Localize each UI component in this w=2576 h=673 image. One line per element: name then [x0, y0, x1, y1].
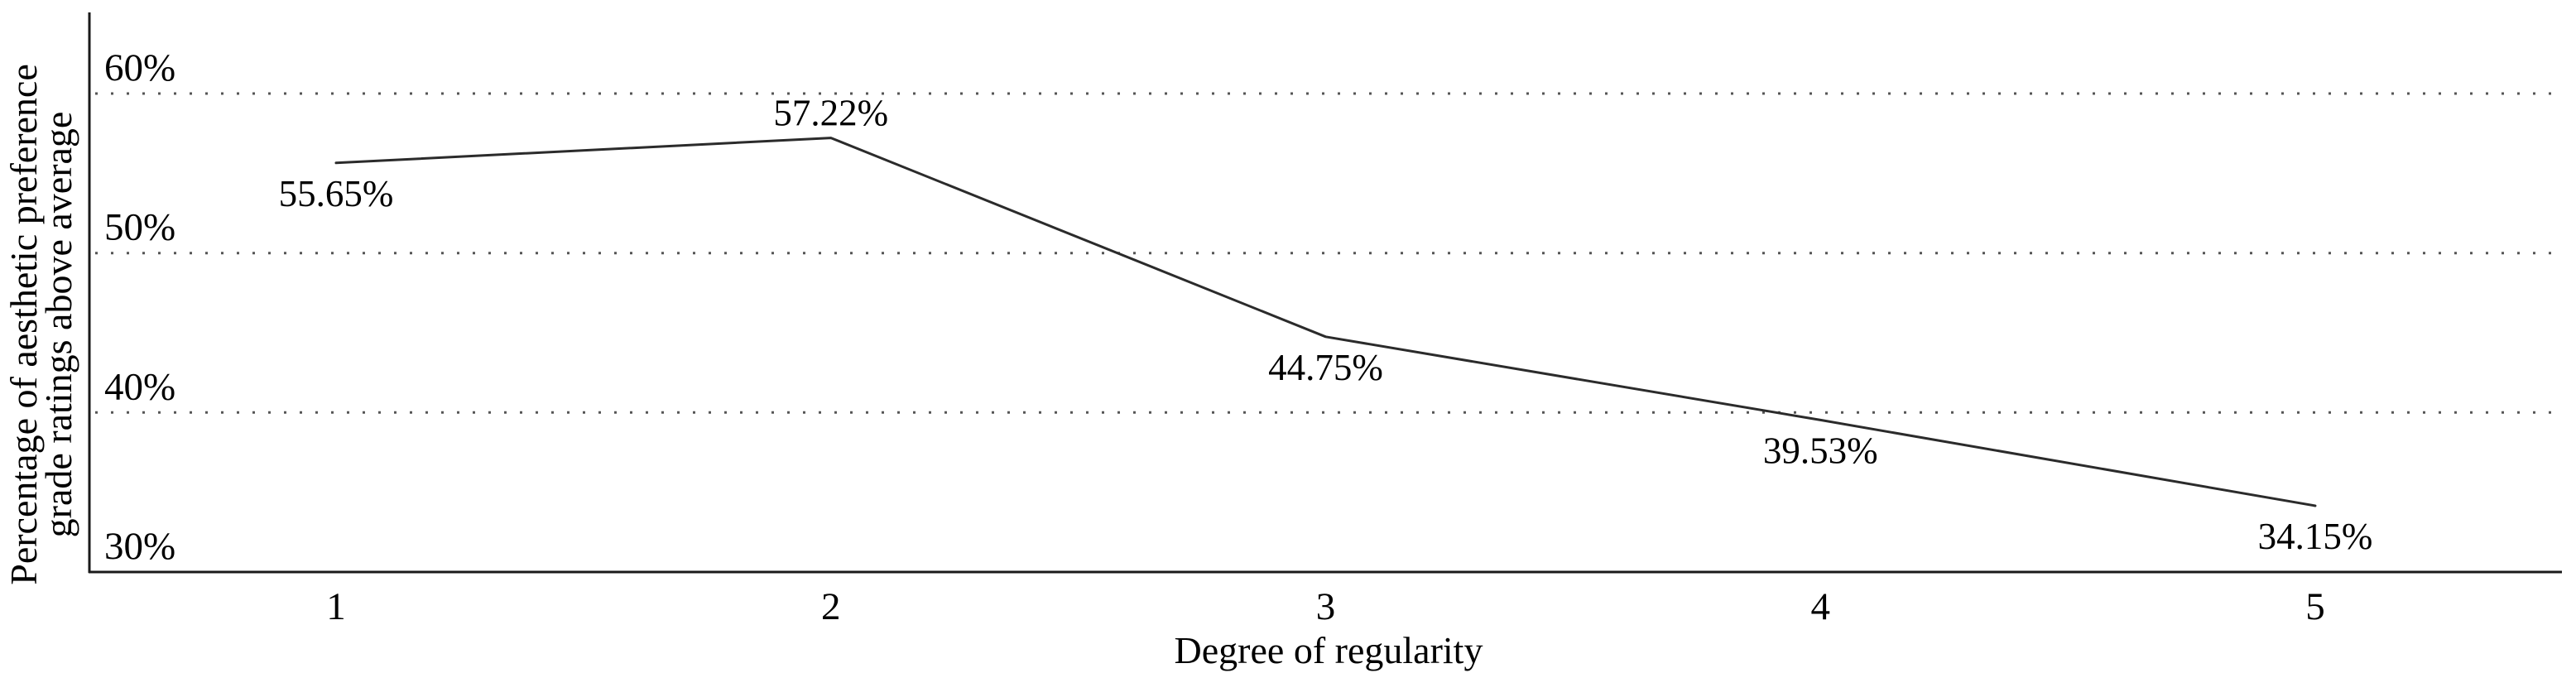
gridlines — [95, 92, 2560, 414]
x-tick-label: 1 — [326, 585, 346, 628]
x-axis-tick-labels: 1 2 3 4 5 — [326, 585, 2325, 628]
y-tick-label: 60% — [104, 46, 175, 89]
data-point-label: 44.75% — [1268, 347, 1383, 388]
y-axis-title-line2: grade ratings above average — [37, 112, 79, 538]
data-point-label: 34.15% — [2258, 516, 2373, 557]
x-tick-label: 2 — [821, 585, 841, 628]
data-point-label: 39.53% — [1763, 430, 1878, 471]
data-point-label: 55.65% — [279, 173, 394, 214]
x-tick-label: 3 — [1316, 585, 1336, 628]
data-point-label: 57.22% — [773, 93, 888, 134]
y-tick-label: 30% — [104, 525, 175, 568]
x-tick-label: 5 — [2305, 585, 2325, 628]
y-tick-label: 50% — [104, 206, 175, 249]
y-tick-label: 40% — [104, 365, 175, 408]
x-tick-label: 4 — [1811, 585, 1831, 628]
y-axis-tick-labels: 60% 50% 40% 30% — [104, 46, 175, 568]
y-axis-title-line1: Percentage of aesthetic preference — [2, 64, 45, 585]
data-point-labels: 55.65% 57.22% 44.75% 39.53% 34.15% — [279, 93, 2373, 557]
x-axis-title: Degree of regularity — [1175, 629, 1483, 671]
data-line — [334, 137, 2317, 507]
